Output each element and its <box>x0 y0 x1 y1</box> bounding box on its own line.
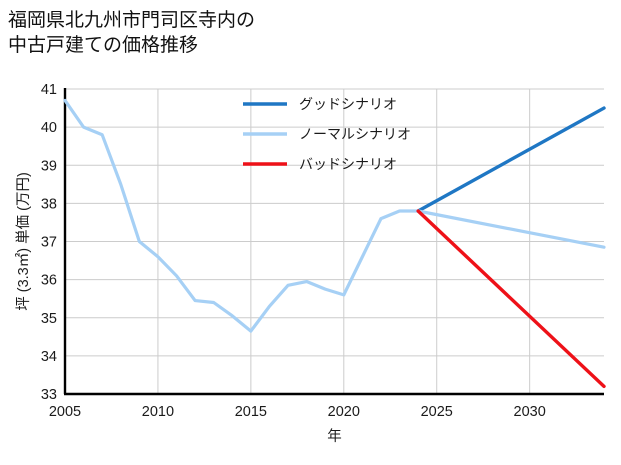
y-axis-tick-label: 37 <box>41 235 57 251</box>
x-axis-tick-label: 2015 <box>235 404 267 420</box>
y-axis-tick-label: 41 <box>41 82 57 98</box>
y-axis-tick-label: 40 <box>41 120 57 136</box>
y-axis-title: 坪 (3.3㎡) 単価 (万円) <box>15 172 32 311</box>
series-line-good <box>416 106 606 213</box>
x-axis-tick-label: 2025 <box>421 404 453 420</box>
y-axis-tick-label: 39 <box>41 158 57 174</box>
x-axis-tick-label: 2010 <box>142 404 174 420</box>
x-axis-tick-label: 2030 <box>514 404 546 420</box>
y-axis-tick-label: 33 <box>41 387 57 403</box>
y-axis-tick-label: 35 <box>41 311 57 327</box>
y-axis-tick-label: 34 <box>41 349 57 365</box>
chart-title: 福岡県北九州市門司区寺内の 中古戸建ての価格推移 <box>8 10 256 57</box>
y-axis-tick-label: 38 <box>41 196 57 212</box>
legend-label-0: グッドシナリオ <box>299 96 397 112</box>
series-line-normal <box>63 98 606 333</box>
legend-label-2: バッドシナリオ <box>299 156 397 172</box>
x-axis-title: 年 <box>327 428 342 445</box>
series-line-bad <box>416 209 606 389</box>
x-axis-tick-label: 2020 <box>328 404 360 420</box>
x-axis-tick-label: 2005 <box>49 404 81 420</box>
legend-label-1: ノーマルシナリオ <box>299 126 411 142</box>
y-axis-tick-label: 36 <box>41 273 57 289</box>
